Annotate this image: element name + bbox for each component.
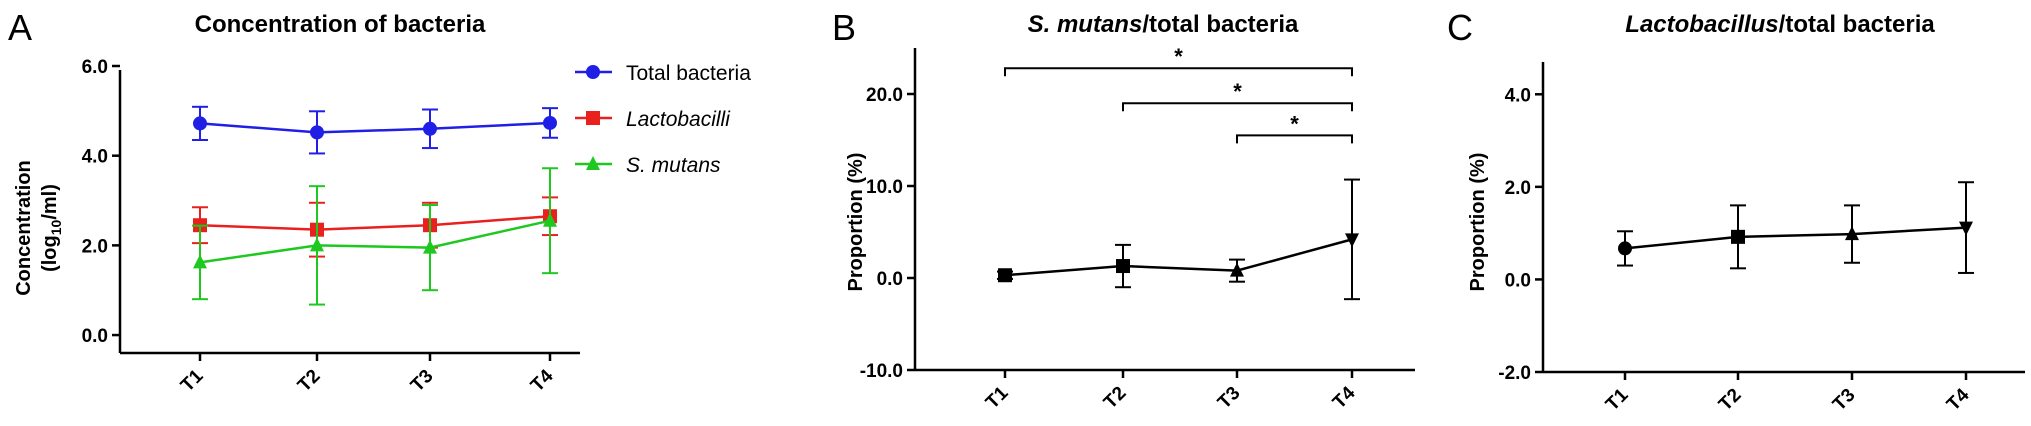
- panel-b-data-point: [998, 268, 1012, 283]
- legend-marker: [586, 156, 600, 170]
- panel-c-title-rest: /total bacteria: [1779, 11, 1936, 38]
- panel-a-data-point: [423, 239, 437, 254]
- panel-a-x-tick-label: T1: [177, 365, 208, 396]
- panel-a-x-tick-label: T3: [407, 366, 438, 397]
- panel-b-y-tick-label: 10.0: [866, 177, 903, 198]
- panel-c-data-point: [1845, 226, 1859, 241]
- panel-a-x-tick-label: T4: [527, 365, 558, 396]
- panel-a-y-label-line2: (log10/ml): [39, 184, 64, 272]
- panel-a-data-point: [193, 254, 207, 269]
- panel-a-data-point: [543, 115, 557, 130]
- panel-a-data-point: [543, 212, 557, 227]
- panel-b-title-italic: S. mutans: [1028, 11, 1143, 38]
- panel-c-series-line: [1624, 226, 1967, 250]
- panel-a-y-label-line1: Concentration: [13, 160, 35, 296]
- panel-b-y-tick-label: -10.0: [860, 361, 903, 382]
- panel-c-x-tick-label: T2: [1715, 385, 1746, 416]
- panel-b-significance-bracket: [1236, 134, 1353, 144]
- panel-b-y-tick-label: 0.0: [877, 269, 903, 290]
- panel-letter-a: A: [8, 7, 32, 48]
- panel-a-y-tick-label: 0.0: [82, 326, 108, 347]
- panel-a-data-point: [423, 121, 437, 136]
- panel-b-y-label: Proportion (%): [845, 153, 867, 292]
- panel-b-significance-bracket: [1122, 102, 1353, 112]
- panel-b-x-tick-label: T3: [1214, 383, 1245, 414]
- panel-b-data-point: [1116, 259, 1130, 274]
- panel-letter-b: B: [832, 7, 856, 48]
- panel-b-title-rest: /total bacteria: [1142, 11, 1299, 38]
- panel-c-y-tick-label: 4.0: [1505, 85, 1531, 106]
- panel-b-chart: -10.0 0.0 10.0 20.0 T1 T2 T3 T4 * * * Proportion (%…: [845, 44, 1415, 413]
- legend-marker: [586, 111, 600, 125]
- panel-b-significance-bracket: [1004, 67, 1353, 77]
- panel-a-x-tick-label: T2: [294, 366, 325, 397]
- panel-b-x-tick-label: T1: [982, 382, 1013, 413]
- panel-c-title-italic: Lactobacillus: [1625, 11, 1778, 38]
- panel-a-y-tick-label: 6.0: [82, 57, 108, 78]
- panel-c-title: Lactobacillus/total bacteria: [1625, 11, 1935, 38]
- panel-a-data-point: [310, 125, 324, 140]
- panel-c-y-tick-label: 2.0: [1505, 178, 1531, 199]
- panel-c-x-tick-label: T1: [1602, 384, 1633, 415]
- panel-c-y-tick-label: -2.0: [1498, 363, 1531, 384]
- panel-c-chart: -2.0 0.0 2.0 4.0 T1 T2 T3 T4 Proportion (%): [1467, 62, 2025, 415]
- panel-a-y-tick-label: 4.0: [82, 147, 108, 168]
- legend-label: Lactobacilli: [626, 108, 731, 131]
- legend-label: S. mutans: [626, 154, 721, 177]
- panel-c-x-tick-label: T4: [1943, 384, 1974, 415]
- panel-c-data-point: [1618, 241, 1632, 256]
- panel-c-y-tick-label: 0.0: [1505, 270, 1531, 291]
- panel-b-x-tick-label: T4: [1329, 382, 1360, 413]
- panel-a-y-tick-label: 2.0: [82, 236, 108, 257]
- panel-c-data-point: [1731, 229, 1745, 244]
- panel-b-y-tick-label: 20.0: [866, 85, 903, 106]
- panel-b-title: S. mutans/total bacteria: [1028, 11, 1299, 38]
- panel-letter-c: C: [1447, 7, 1473, 48]
- panel-b-significance-star: *: [1174, 44, 1183, 69]
- panel-b-data-point: [1230, 262, 1244, 277]
- panel-b-x-tick-label: T2: [1100, 383, 1131, 414]
- panel-c-y-label: Proportion (%): [1467, 153, 1489, 292]
- panel-b-series-line: [1004, 238, 1353, 277]
- legend-label: Total bacteria: [626, 62, 751, 85]
- legend-marker: [586, 65, 600, 79]
- panel-a-series-line: [199, 214, 551, 231]
- panel-a-title: Concentration of bacteria: [195, 11, 486, 38]
- panel-c-data-point: [1959, 221, 1973, 236]
- panel-a-chart: 0.0 2.0 4.0 6.0 T1 T2 T3 T4 Concentration (log10/…: [13, 57, 751, 396]
- panel-a-series-line: [199, 219, 551, 264]
- panel-b-significance-star: *: [1290, 111, 1299, 136]
- panel-b-significance-star: *: [1233, 79, 1242, 104]
- panel-a-data-point: [193, 116, 207, 131]
- panel-a-data-point: [310, 237, 324, 252]
- panel-b-data-point: [1345, 233, 1359, 248]
- panel-c-x-tick-label: T3: [1829, 385, 1860, 416]
- panel-a-series-line: [199, 121, 551, 134]
